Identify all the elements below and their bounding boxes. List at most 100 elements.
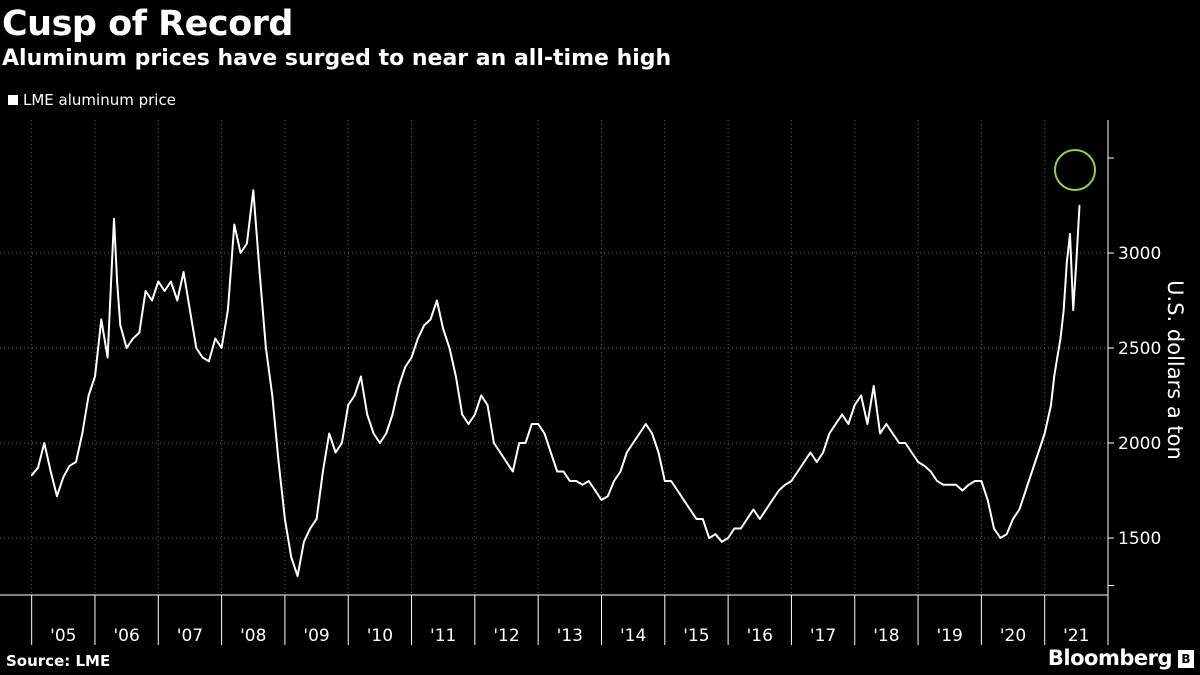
x-tick-label: '20	[1000, 626, 1026, 646]
x-tick-label: '12	[493, 626, 519, 646]
y-tick-label: 2000	[1118, 434, 1161, 454]
data-point	[265, 347, 267, 349]
data-point	[417, 337, 419, 340]
data-point	[803, 461, 805, 463]
data-point	[619, 470, 622, 473]
data-point	[588, 480, 590, 482]
data-point	[499, 451, 501, 454]
data-point	[366, 413, 369, 416]
data-point	[670, 480, 672, 482]
data-point	[30, 474, 33, 477]
data-point	[75, 461, 77, 463]
data-point	[600, 499, 603, 501]
data-point	[100, 318, 103, 321]
data-point	[1072, 309, 1074, 311]
data-point	[214, 337, 217, 340]
data-point	[429, 318, 432, 321]
data-point	[353, 394, 356, 397]
data-point	[885, 423, 888, 425]
x-tick-label: '18	[873, 626, 899, 646]
data-point	[834, 423, 837, 425]
data-point	[581, 484, 584, 486]
data-point	[841, 413, 843, 416]
data-point	[866, 423, 869, 425]
data-point	[157, 280, 160, 283]
data-point	[695, 518, 698, 520]
data-point	[442, 328, 445, 330]
data-point	[62, 476, 65, 479]
data-point	[1031, 470, 1033, 473]
data-point	[106, 356, 109, 359]
y-tick-label: 1500	[1118, 529, 1161, 549]
x-tick-label: '21	[1063, 626, 1089, 646]
data-point	[784, 484, 786, 486]
data-point	[1024, 489, 1027, 492]
data-point	[474, 413, 476, 416]
data-point	[347, 404, 350, 406]
data-point	[828, 432, 831, 435]
data-point	[423, 324, 426, 327]
legend-label: LME aluminum price	[23, 91, 176, 109]
data-point	[575, 480, 577, 482]
x-tick-label: '17	[810, 626, 836, 646]
data-point	[948, 484, 951, 486]
x-tick-label: '16	[747, 626, 773, 646]
data-point	[1012, 518, 1014, 520]
x-tick-label: '10	[367, 626, 393, 646]
data-point	[151, 299, 153, 302]
y-axis-label: U.S. dollars a ton	[1163, 280, 1187, 460]
data-point	[138, 332, 141, 334]
data-point	[505, 461, 508, 463]
data-point	[1056, 356, 1059, 359]
x-tick-label: '07	[177, 626, 203, 646]
data-point	[1043, 432, 1046, 435]
data-point	[372, 432, 375, 435]
data-point	[233, 223, 236, 226]
data-point	[277, 461, 280, 463]
x-tick-label: '15	[683, 626, 709, 646]
data-point	[537, 423, 539, 425]
data-point	[410, 356, 413, 359]
data-point	[1062, 309, 1065, 311]
x-tick-label: '11	[430, 626, 456, 646]
data-point	[955, 484, 957, 486]
data-point	[87, 394, 90, 397]
data-point	[613, 480, 615, 482]
data-point	[81, 432, 84, 435]
data-point	[271, 394, 274, 397]
x-tick-label: '06	[113, 626, 139, 646]
data-point	[771, 499, 774, 501]
data-point	[524, 442, 527, 444]
data-point	[569, 480, 571, 482]
data-point	[125, 347, 128, 349]
data-point	[758, 518, 761, 520]
data-point	[929, 470, 932, 473]
data-point	[638, 432, 641, 435]
data-point	[531, 423, 533, 425]
data-point	[739, 527, 742, 530]
data-point	[1037, 451, 1040, 454]
data-point	[714, 533, 717, 535]
data-point	[360, 375, 362, 378]
x-tick-label: '13	[557, 626, 583, 646]
data-point	[682, 499, 685, 501]
data-point	[645, 423, 647, 425]
data-point	[891, 432, 894, 435]
data-point	[448, 347, 451, 349]
data-point	[116, 280, 118, 283]
data-point	[322, 470, 324, 473]
data-point	[195, 347, 198, 349]
data-point	[822, 451, 824, 454]
data-point	[227, 309, 229, 311]
data-point	[189, 309, 191, 311]
data-point	[777, 489, 780, 492]
axes: 1500 2000 2500 3000 '05 '06 '07 '08 '09 '10 '11 '12…	[0, 120, 1161, 646]
data-point	[961, 489, 964, 492]
data-point	[113, 218, 115, 220]
data-point	[486, 404, 489, 406]
data-point	[701, 518, 704, 520]
data-point	[398, 385, 400, 387]
data-point	[815, 461, 818, 463]
record-highlight-circle	[1054, 149, 1096, 191]
data-point	[790, 480, 793, 482]
